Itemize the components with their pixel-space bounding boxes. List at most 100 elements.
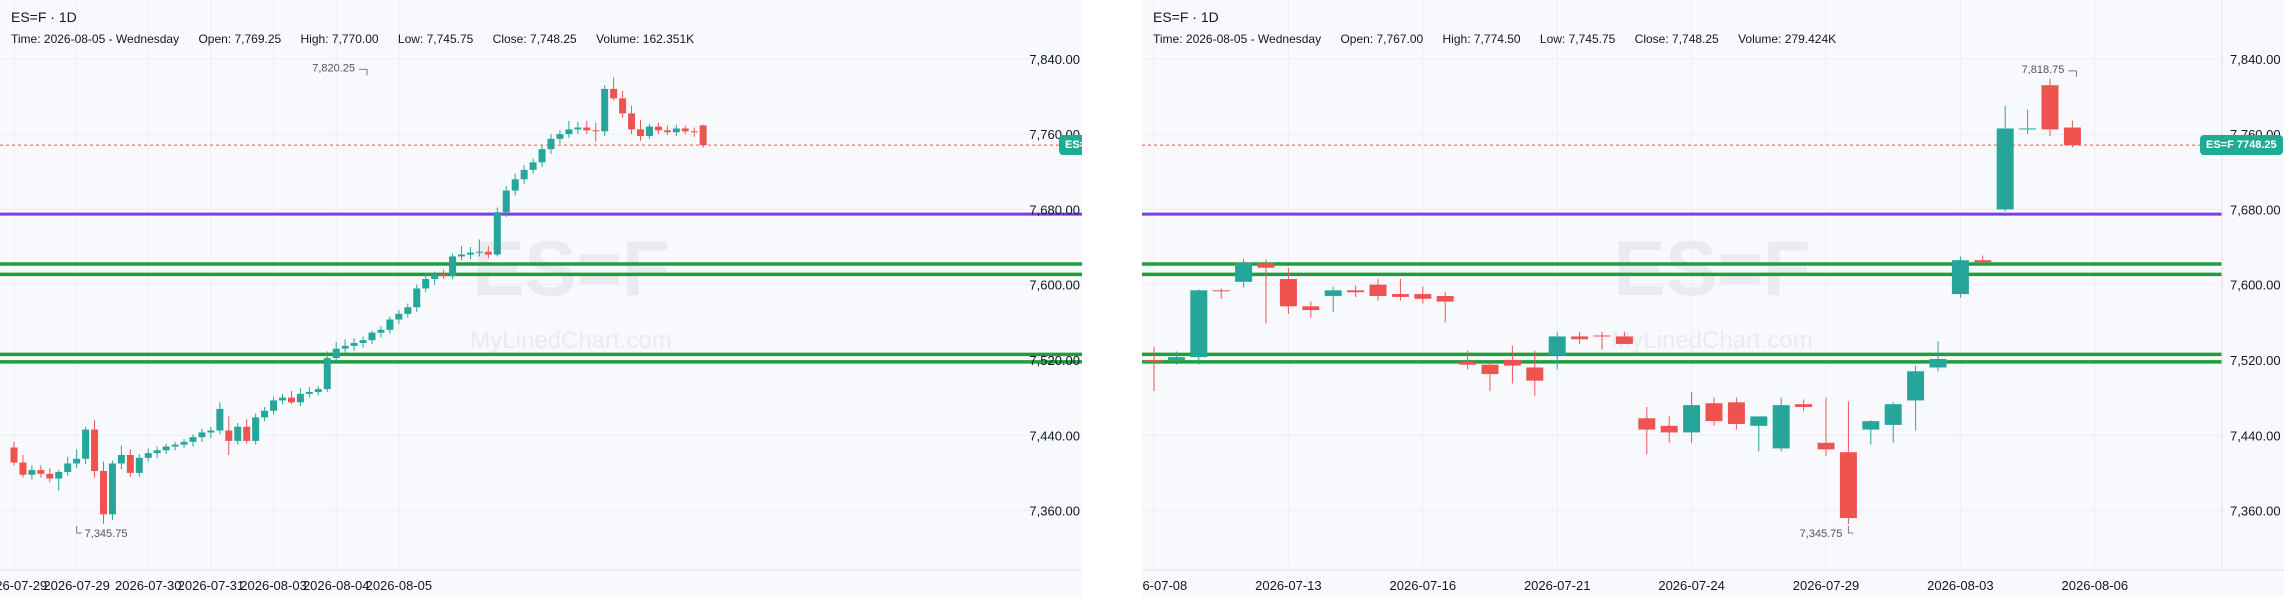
candle-body — [1996, 128, 2014, 210]
price-tick-label: 7,600.00 — [1029, 278, 1080, 293]
candle — [46, 468, 54, 483]
legend-close: Close: 7,748.25 — [492, 32, 577, 46]
candle — [502, 185, 510, 217]
candle — [1235, 259, 1253, 288]
time-axis: 2026-07-08 2026-07-13 2026-07-16 2026-07-21… — [1142, 578, 2128, 593]
candle — [565, 120, 573, 138]
candle — [699, 124, 707, 148]
candlestick-chart-left[interactable]: ES=F MyLinedChart.com 7,820.25 7,345.75 7,36… — [0, 0, 1082, 597]
candle-body — [46, 473, 54, 479]
chart-pane-right[interactable]: ES=F MyLinedChart.com 7,818.75 7,345.75 7,36… — [1142, 0, 2284, 597]
legend-open: Open: 7,767.00 — [1340, 32, 1424, 46]
candle-body — [458, 254, 465, 257]
candle-body — [610, 88, 618, 99]
candle-body — [1839, 452, 1857, 519]
candle — [64, 456, 72, 476]
watermark: ES=F MyLinedChart.com — [1611, 224, 1812, 354]
candle-body — [1436, 295, 1454, 302]
candle-body — [672, 128, 680, 133]
candle — [1638, 407, 1656, 455]
candle — [1324, 286, 1342, 312]
candle-body — [583, 127, 591, 131]
candle — [279, 393, 286, 405]
candle-body — [1302, 306, 1320, 311]
candle-body — [198, 432, 206, 438]
grid — [0, 0, 1082, 567]
chart-pane-left[interactable]: ES=F MyLinedChart.com 7,820.25 7,345.75 7,36… — [0, 0, 1082, 597]
candle — [216, 402, 224, 435]
ohlc-readout: Time: 2026-08-05 - Wednesday Open: 7,769… — [11, 32, 710, 46]
candle — [1212, 288, 1230, 299]
candle — [1593, 331, 1611, 350]
candle — [431, 271, 439, 285]
watermark: ES=F MyLinedChart.com — [470, 224, 671, 354]
candle-body — [1190, 290, 1208, 358]
candle-body — [323, 358, 331, 390]
candle — [1683, 391, 1701, 443]
candle-body — [404, 307, 412, 314]
candle — [153, 446, 161, 458]
candle — [287, 391, 295, 405]
candle — [28, 465, 36, 480]
candle — [19, 455, 27, 478]
candle-body — [475, 251, 483, 253]
candle-body — [556, 134, 564, 139]
candle-body — [171, 444, 179, 447]
candle — [1526, 350, 1544, 396]
chart-title: ES=F · 1D — [11, 9, 77, 25]
candle — [296, 388, 304, 407]
candle-body — [1615, 336, 1633, 344]
candle-body — [1593, 335, 1611, 337]
annotations: 7,818.75 7,345.75 — [1800, 64, 2077, 540]
candle — [1503, 345, 1521, 384]
candle — [180, 439, 188, 449]
candle — [350, 338, 358, 351]
candle-body — [1929, 359, 1947, 368]
candle-body — [1974, 260, 1992, 263]
candle — [2041, 78, 2059, 136]
candle-body — [82, 429, 90, 459]
candle-body — [484, 251, 492, 255]
candle-body — [314, 389, 322, 392]
candle-body — [690, 131, 698, 133]
candle — [73, 449, 81, 469]
legend-low: Low: 7,745.75 — [1539, 32, 1616, 46]
watermark-site: MyLinedChart.com — [1611, 327, 1812, 354]
candle-body — [449, 256, 457, 277]
candle — [574, 121, 582, 135]
candle-body — [395, 313, 403, 320]
candle — [413, 284, 421, 312]
candle-body — [1459, 361, 1477, 365]
legend-high: High: 7,774.50 — [1442, 32, 1521, 46]
candle-body — [108, 463, 116, 515]
legend-low: Low: 7,745.75 — [397, 32, 474, 46]
last-price-tag: ES=F 7748.25 — [1059, 135, 1082, 156]
candle-body — [91, 429, 99, 472]
candle-body — [359, 340, 367, 344]
candle-body — [28, 470, 36, 475]
candle — [601, 85, 609, 136]
candle-body — [601, 88, 609, 132]
candle — [556, 130, 564, 144]
candle-body — [466, 252, 474, 255]
candle — [2019, 109, 2037, 135]
candle-body — [100, 471, 107, 515]
candle-body — [1369, 284, 1387, 296]
candlestick-chart-right[interactable]: ES=F MyLinedChart.com 7,818.75 7,345.75 7,36… — [1142, 0, 2284, 597]
candle — [368, 330, 376, 344]
level-lines — [1142, 212, 2222, 364]
candle — [1302, 301, 1320, 318]
annotation-marker — [1847, 525, 1854, 534]
candle — [1817, 397, 1835, 456]
candle — [225, 416, 233, 456]
annotation-label: 7,345.75 — [85, 528, 128, 540]
candle-body — [270, 400, 278, 411]
candle-body — [520, 169, 528, 180]
candle — [672, 124, 680, 136]
candle — [1257, 259, 1275, 324]
price-tick-label: 7,680.00 — [1029, 202, 1080, 217]
candle — [538, 145, 546, 168]
candle — [171, 441, 179, 451]
time-tick-label: 2026-08-06 — [2062, 578, 2129, 593]
price-tick-label: 7,680.00 — [2230, 202, 2281, 217]
